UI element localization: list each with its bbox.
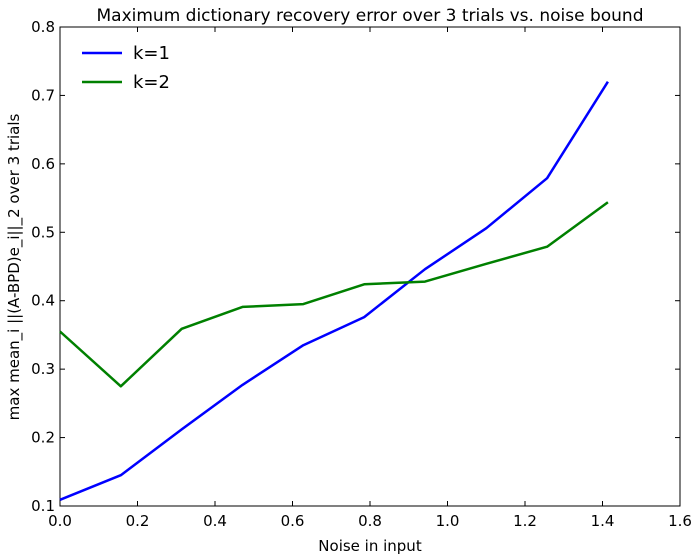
- axis-ticks: 0.0 0.2 0.4 0.6 0.8 1.0 1.2 1.4 1.6 0.1 0.2 0.3 0.4 0…: [31, 18, 692, 530]
- legend-label: k=2: [133, 72, 170, 93]
- x-tick-label: 0.0: [48, 512, 72, 530]
- y-tick-label: 0.1: [31, 497, 55, 515]
- y-tick-label: 0.7: [31, 86, 55, 104]
- x-axis-label: Noise in input: [318, 537, 422, 555]
- plot-area: [59, 26, 681, 507]
- x-tick-label: 1.4: [591, 512, 615, 530]
- y-tick-label: 0.4: [31, 292, 55, 310]
- series-group: [59, 81, 609, 501]
- y-axis-label: max mean_i ||(A-BPD)e_i||_2 over 3 trial…: [5, 113, 24, 420]
- x-tick-label: 0.4: [203, 512, 227, 530]
- y-tick-label: 0.3: [31, 360, 55, 378]
- y-tick-label: 0.2: [31, 429, 55, 447]
- y-tick-label: 0.8: [31, 18, 55, 36]
- x-tick-label: 1.2: [513, 512, 537, 530]
- chart-title: Maximum dictionary recovery error over 3…: [96, 6, 643, 26]
- series-line-k=2: [59, 201, 609, 388]
- x-tick-label: 0.6: [281, 512, 305, 530]
- series-line-k=1: [59, 81, 609, 501]
- x-tick-label: 0.2: [126, 512, 150, 530]
- x-tick-label: 0.8: [358, 512, 382, 530]
- y-tick-label: 0.6: [31, 155, 55, 173]
- legend-label: k=1: [133, 43, 170, 64]
- x-tick-label: 1.6: [668, 512, 692, 530]
- legend: k=1k=2: [82, 43, 170, 93]
- x-tick-label: 1.0: [436, 512, 460, 530]
- y-tick-label: 0.5: [31, 223, 55, 241]
